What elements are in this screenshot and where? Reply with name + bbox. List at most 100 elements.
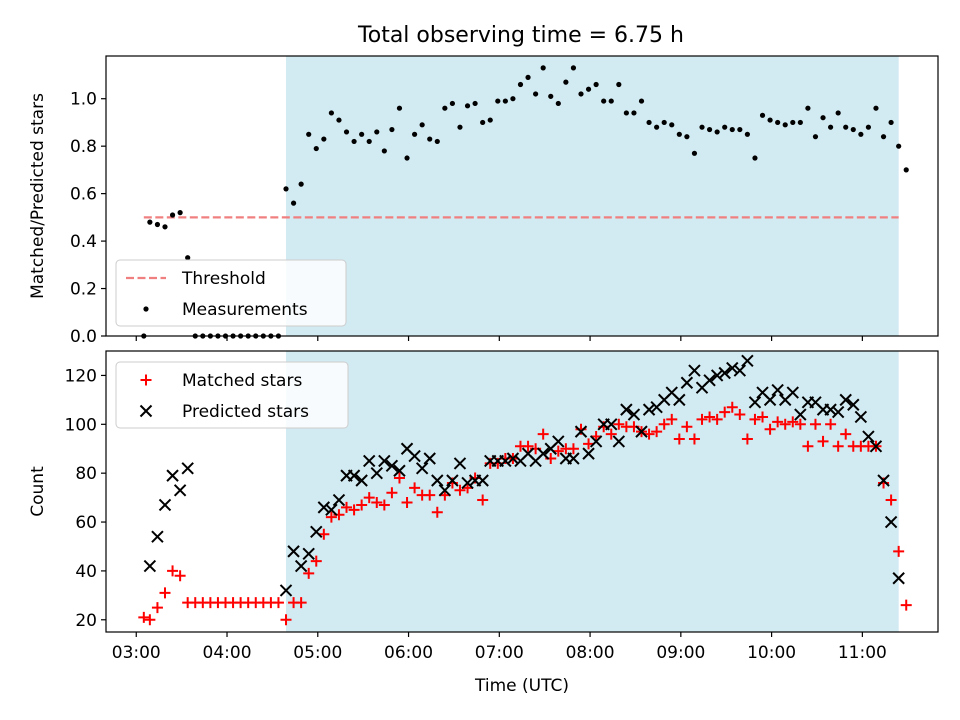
y-tick-label: 120	[65, 366, 97, 386]
measurement-point	[638, 98, 645, 104]
measurement-point	[790, 119, 796, 126]
matched-point	[310, 555, 322, 567]
measurement-point	[389, 126, 395, 133]
legend-measurement-swatch	[143, 306, 149, 312]
matched-point	[726, 401, 738, 413]
matched-point	[303, 567, 315, 579]
matched-point	[325, 511, 337, 523]
predicted-point	[748, 396, 762, 409]
measurement-point	[797, 119, 803, 126]
measurement-point	[563, 79, 569, 85]
matched-point	[643, 428, 655, 440]
measurement-point	[835, 110, 841, 116]
measurement-point	[601, 98, 607, 104]
predicted-point	[642, 403, 656, 416]
matched-point	[159, 587, 171, 599]
measurement-point	[805, 105, 811, 111]
measurement-point	[888, 119, 894, 126]
predicted-point	[824, 403, 837, 416]
measurement-point	[185, 255, 191, 261]
matched-point	[681, 421, 693, 433]
y-tick-label: 0.6	[70, 185, 97, 205]
measurement-point	[306, 131, 312, 137]
y-tick-label: 20	[75, 611, 97, 631]
measurement-point	[343, 129, 350, 135]
matched-point	[348, 504, 360, 516]
predicted-point	[869, 440, 883, 453]
predicted-point	[582, 447, 595, 460]
measurement-point	[525, 74, 531, 80]
predicted-point	[347, 469, 361, 482]
measurement-point	[328, 110, 334, 116]
predicted-point	[166, 469, 179, 482]
matched-point	[280, 614, 292, 626]
x-tick-label: 09:00	[656, 643, 705, 663]
measurement-point	[321, 136, 327, 142]
predicted-point	[605, 418, 618, 431]
ratio-panel: 0.0 0.2 0.4 0.6 0.8 1.0 Matched/Predicted star…	[28, 55, 939, 347]
x-tick-label: 11:00	[838, 643, 887, 663]
measurement-point	[684, 134, 690, 140]
predicted-point	[370, 466, 383, 480]
matched-point	[802, 440, 814, 452]
predicted-point	[771, 383, 784, 397]
matched-point	[794, 418, 806, 430]
matched-point	[144, 614, 156, 626]
measurement-point	[646, 119, 652, 126]
axes-frame	[105, 350, 939, 633]
x-tick-label: 10:00	[747, 643, 796, 663]
matched-point	[893, 545, 905, 557]
matched-point	[140, 374, 152, 386]
measurement-point	[623, 110, 629, 116]
measurement-point	[177, 210, 183, 216]
measurement-point	[381, 148, 387, 154]
matched-point	[688, 433, 700, 445]
x-tick-label: 08:00	[566, 643, 615, 663]
predicted-point	[839, 393, 852, 407]
measurement-point	[737, 126, 743, 133]
measurement-point	[419, 122, 425, 128]
matched-point	[900, 599, 912, 611]
predicted-point	[884, 515, 898, 529]
predicted-point	[438, 484, 452, 497]
predicted-point	[158, 498, 172, 512]
y-axis-label: Count	[28, 466, 48, 517]
matched-point	[378, 499, 390, 511]
measurement-point	[487, 117, 493, 123]
matched-point	[409, 482, 421, 494]
matched-point	[832, 440, 844, 452]
predicted-point	[310, 525, 323, 539]
count-panel: 20 40 60 80 100 120 03:00 04:00 05:00 06:00 07:00 0…	[28, 350, 939, 696]
measurement-point	[472, 100, 478, 107]
predicted-point	[499, 454, 512, 468]
predicted-point	[302, 547, 315, 561]
measurement-point	[669, 122, 675, 128]
predicted-point	[574, 425, 588, 438]
measurement-point	[480, 119, 486, 126]
matched-point	[840, 428, 852, 440]
predicted-point	[877, 474, 890, 487]
matched-point	[393, 472, 405, 484]
predicted-point	[763, 393, 777, 407]
measurement-point	[495, 98, 501, 104]
measurement-point	[843, 124, 849, 130]
measurement-point	[548, 93, 554, 99]
legend-label: Threshold	[181, 269, 266, 289]
measurement-point	[896, 143, 902, 149]
matched-point	[772, 416, 784, 428]
measurement-point	[162, 224, 168, 230]
measurement-point	[850, 126, 856, 133]
predicted-point	[552, 435, 565, 448]
predicted-point	[688, 364, 701, 377]
measurement-point	[411, 131, 418, 137]
matched-point	[174, 570, 186, 582]
matched-point	[825, 418, 837, 430]
predicted-point	[733, 364, 747, 377]
measurement-point	[593, 81, 599, 88]
measurement-point	[767, 117, 773, 123]
matched-point	[779, 418, 791, 430]
x-tick-label: 03:00	[112, 643, 161, 663]
measurement-point	[396, 105, 403, 111]
predicted-point	[831, 405, 845, 419]
matched-point	[363, 492, 375, 504]
